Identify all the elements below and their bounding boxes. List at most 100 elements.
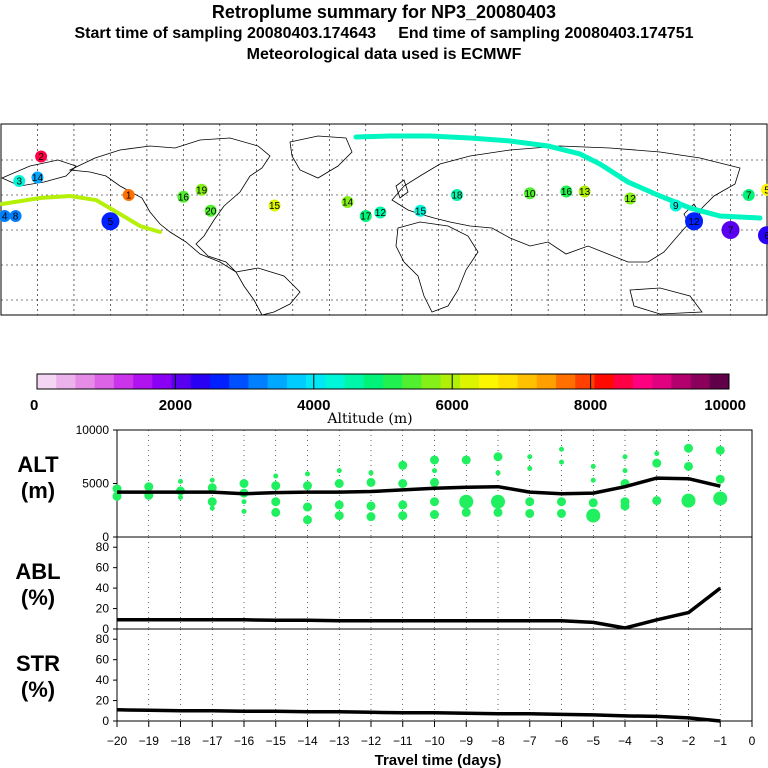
retroplume-track-west <box>0 193 162 234</box>
altitude-point <box>459 494 474 509</box>
plume-marker <box>742 189 755 201</box>
altitude-point <box>461 455 471 465</box>
colorbar-cell <box>709 374 730 389</box>
altitude-point <box>303 481 312 491</box>
x-tick-label: −12 <box>361 734 382 748</box>
plume-marker-label: 2 <box>38 152 44 163</box>
altitude-point <box>303 502 312 512</box>
altitude-point <box>590 463 596 469</box>
x-tick-label: −20 <box>107 734 128 748</box>
altitude-point <box>178 494 183 500</box>
plume-marker <box>31 171 44 184</box>
colorbar-cell <box>671 374 691 389</box>
altitude-point <box>430 510 439 520</box>
plume-marker-label: 20 <box>205 206 217 217</box>
plume-marker-label: 7 <box>728 226 734 237</box>
x-tick-label: −3 <box>650 734 664 748</box>
altitude-point <box>713 491 728 506</box>
altitude-point <box>715 445 725 455</box>
colorbar-cell <box>594 374 614 389</box>
x-tick-label: −16 <box>234 734 255 748</box>
altitude-point <box>715 474 725 484</box>
plume-marker <box>359 210 372 222</box>
y-tick-label: 0 <box>102 530 109 544</box>
x-tick-label: −5 <box>586 734 600 748</box>
colorbar-cell <box>498 374 518 389</box>
colorbar-cell <box>402 374 422 389</box>
colorbar-cell <box>479 374 499 389</box>
colorbar-cell <box>152 374 172 389</box>
altitude-point <box>461 507 471 517</box>
colorbar-cell <box>325 374 345 389</box>
series-line <box>116 708 721 723</box>
plume-marker <box>13 175 26 187</box>
plume-marker <box>624 192 637 205</box>
x-tick-label: −9 <box>459 734 473 748</box>
altitude-point <box>495 470 501 476</box>
plume-marker-label: 12 <box>625 194 637 205</box>
plume-marker <box>758 226 768 245</box>
altitude-point <box>432 468 437 474</box>
y-tick-label: 40 <box>96 581 110 595</box>
plume-marker <box>122 189 135 201</box>
altitude-point <box>366 477 376 487</box>
altitude-point <box>398 500 408 510</box>
colorbar-tick-label: 4000 <box>297 397 330 414</box>
colorbar-cell <box>190 374 211 389</box>
altitude-point <box>527 454 533 460</box>
altitude-point <box>398 460 408 470</box>
colorbar-cell <box>517 374 538 389</box>
coast-uk <box>395 179 409 199</box>
plume-marker-label: 3 <box>16 177 22 188</box>
altitude-point <box>273 473 279 479</box>
chart-title: Retroplume summary for NP3_20080403 <box>211 2 557 22</box>
altitude-colorbar: 0 2000 4000 6000 8000 10000 Altitude (m) <box>30 373 746 427</box>
panel-title: ABL <box>15 559 60 584</box>
colorbar-tick-label: 2000 <box>159 397 192 414</box>
altitude-point <box>652 496 662 506</box>
altitude-point <box>430 497 439 507</box>
plume-marker <box>721 221 740 239</box>
altitude-point <box>398 479 408 488</box>
altitude-point <box>271 497 281 507</box>
coast-alaska <box>1 159 77 187</box>
met-data-label: Meteorological data used is ECMWF <box>246 46 522 63</box>
colorbar-tick-label: 0 <box>30 397 38 414</box>
x-tick-label: −7 <box>523 734 537 748</box>
altitude-point <box>525 508 535 518</box>
y-tick-label: 5000 <box>82 477 109 491</box>
altitude-point <box>527 466 533 472</box>
colorbar-cell <box>94 374 115 389</box>
colorbar-cell <box>632 374 653 389</box>
plume-marker-label: 5 <box>108 217 114 228</box>
altitude-point <box>271 481 281 491</box>
colorbar-cell <box>56 374 76 389</box>
plume-marker <box>578 185 591 198</box>
series-line <box>117 476 721 496</box>
colorbar-cell <box>652 374 672 389</box>
colorbar-cell <box>37 374 57 389</box>
altitude-point <box>366 501 376 511</box>
y-tick-label: 20 <box>96 602 110 616</box>
plume-marker <box>669 199 682 212</box>
plume-marker <box>414 204 427 217</box>
altitude-point <box>588 498 598 508</box>
plume-marker <box>268 199 281 212</box>
colorbar-cell <box>536 374 557 389</box>
colorbar-tick-label: 10000 <box>704 397 746 414</box>
altitude-point <box>241 499 247 505</box>
plume-marker-label: 12 <box>688 217 700 228</box>
altitude-point <box>271 507 281 517</box>
y-tick-label: 60 <box>96 653 110 667</box>
plume-marker <box>0 210 11 222</box>
y-tick-label: 0 <box>102 714 109 728</box>
x-axis-label: Travel time (days) <box>375 752 502 768</box>
panel-title: STR <box>16 651 60 676</box>
plume-marker-label: 14 <box>342 198 354 209</box>
altitude-point <box>622 454 628 460</box>
altitude-point <box>559 459 564 465</box>
plume-marker-label: 12 <box>375 208 387 219</box>
plume-marker-label: 16 <box>561 187 573 198</box>
plume-marker-label: 13 <box>579 187 591 198</box>
colorbar-cell <box>267 374 288 389</box>
